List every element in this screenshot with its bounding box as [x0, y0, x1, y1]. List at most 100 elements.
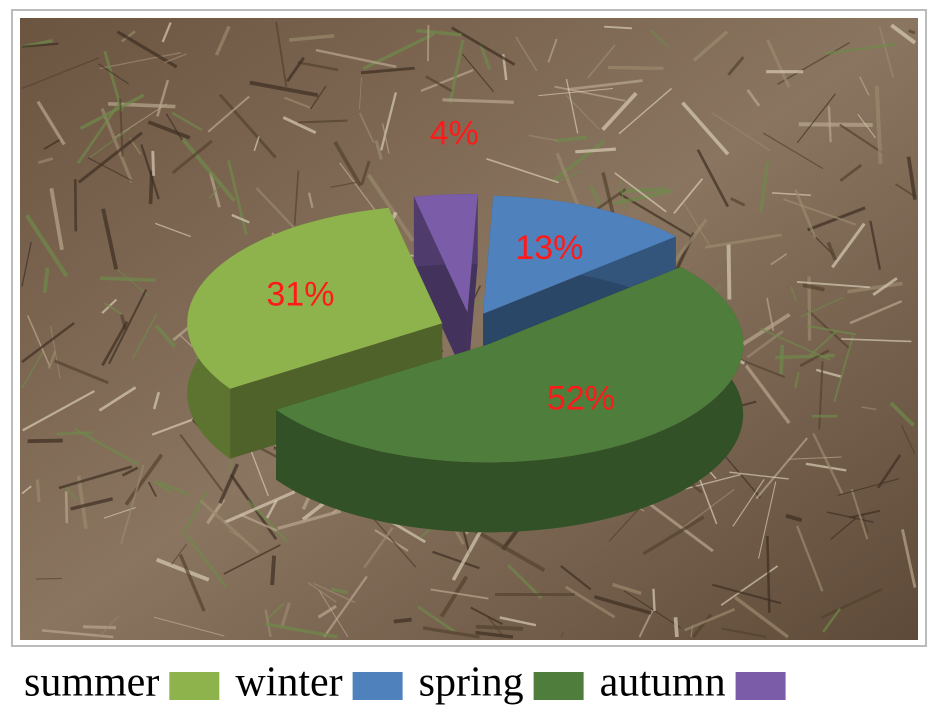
texture-stroke	[307, 581, 337, 603]
texture-stroke	[310, 85, 327, 110]
texture-stroke	[730, 197, 746, 207]
texture-stroke	[869, 220, 882, 270]
texture-stroke	[21, 57, 99, 90]
texture-stroke	[218, 93, 277, 159]
slice	[187, 207, 443, 389]
texture-stroke	[818, 361, 824, 430]
texture-stroke	[723, 454, 762, 499]
texture-stroke	[673, 617, 679, 638]
texture-stroke	[214, 25, 231, 56]
texture-stroke	[425, 75, 453, 93]
texture-stroke	[161, 22, 172, 43]
texture-stroke	[727, 56, 745, 76]
texture-stroke	[98, 63, 129, 85]
texture-stroke	[439, 575, 469, 618]
data-label: 31%	[266, 276, 334, 314]
texture-stroke	[98, 386, 137, 412]
texture-stroke	[171, 543, 188, 565]
texture-stroke	[286, 56, 305, 83]
texture-stroke	[65, 486, 78, 501]
texture-stroke	[575, 147, 616, 154]
texture-stroke	[473, 528, 546, 573]
texture-stroke	[801, 296, 844, 317]
texture-stroke	[732, 478, 765, 527]
texture-stroke	[673, 178, 704, 215]
legend-swatch	[352, 672, 403, 700]
texture-stroke	[711, 112, 771, 152]
texture-stroke	[317, 604, 337, 619]
texture-stroke	[681, 101, 730, 156]
frame	[11, 9, 927, 647]
texture-stroke	[98, 615, 120, 638]
texture-stroke	[839, 123, 883, 154]
texture-stroke	[618, 187, 667, 194]
texture-stroke	[171, 139, 213, 175]
texture-stroke	[21, 350, 45, 389]
texture-stroke	[147, 120, 191, 140]
texture-stroke	[374, 529, 409, 552]
texture-stroke	[874, 86, 883, 164]
legend-swatch	[169, 672, 220, 700]
texture-stroke	[380, 92, 397, 151]
texture-stroke	[56, 431, 93, 436]
texture-stroke	[729, 471, 789, 480]
texture-stroke	[696, 149, 730, 208]
texture-stroke	[393, 617, 412, 624]
texture-stroke	[475, 624, 524, 631]
texture-stroke	[683, 488, 735, 528]
texture-stroke	[103, 302, 123, 316]
texture-stroke	[876, 454, 902, 489]
texture-stroke	[461, 53, 495, 93]
pie: 4% 13% 31% 52%	[187, 114, 744, 533]
texture-stroke	[151, 150, 156, 177]
texture-stroke	[178, 553, 206, 612]
texture-stroke	[861, 406, 877, 411]
texture-stroke	[47, 350, 57, 369]
texture-stroke	[231, 213, 250, 224]
texture-stroke	[593, 595, 652, 615]
texture-stroke	[837, 478, 900, 496]
texture-stroke	[475, 630, 514, 639]
texture-stroke	[692, 613, 713, 638]
texture-stroke	[721, 627, 767, 639]
texture-stroke	[849, 509, 881, 519]
texture-stroke	[223, 544, 281, 575]
texture-stroke	[374, 139, 383, 160]
texture-stroke	[859, 76, 870, 96]
texture-stroke	[417, 605, 456, 633]
texture-stroke	[826, 511, 874, 523]
texture-stroke	[218, 463, 240, 504]
texture-stroke	[547, 38, 558, 63]
texture-stroke	[878, 26, 895, 79]
texture-stroke	[771, 192, 811, 196]
texture-stroke	[42, 267, 50, 293]
texture-stroke	[587, 44, 616, 79]
texture-stroke	[21, 42, 59, 48]
texture-stroke	[486, 157, 560, 184]
texture-stroke	[746, 89, 761, 107]
texture-stroke	[900, 424, 916, 455]
texture-stroke	[830, 517, 857, 540]
texture-stroke	[567, 79, 643, 91]
texture-stroke	[478, 43, 492, 71]
texture-stroke	[156, 79, 170, 117]
texture-stroke	[726, 243, 732, 300]
texture-stroke	[333, 141, 363, 187]
texture-stroke	[448, 39, 465, 104]
texture-stroke	[422, 626, 480, 639]
texture-stroke	[171, 111, 203, 132]
texture-stroke	[164, 53, 187, 64]
texture-stroke	[565, 78, 579, 134]
texture-stroke	[101, 208, 119, 270]
texture-stroke	[614, 172, 667, 213]
texture-stroke	[103, 50, 124, 112]
texture-stroke	[277, 509, 342, 531]
texture-stroke	[121, 466, 139, 477]
texture-stroke	[794, 189, 817, 239]
texture-stroke	[826, 241, 837, 261]
texture-stroke	[847, 281, 903, 294]
texture-stroke	[330, 181, 357, 188]
legend-swatch	[735, 672, 786, 700]
